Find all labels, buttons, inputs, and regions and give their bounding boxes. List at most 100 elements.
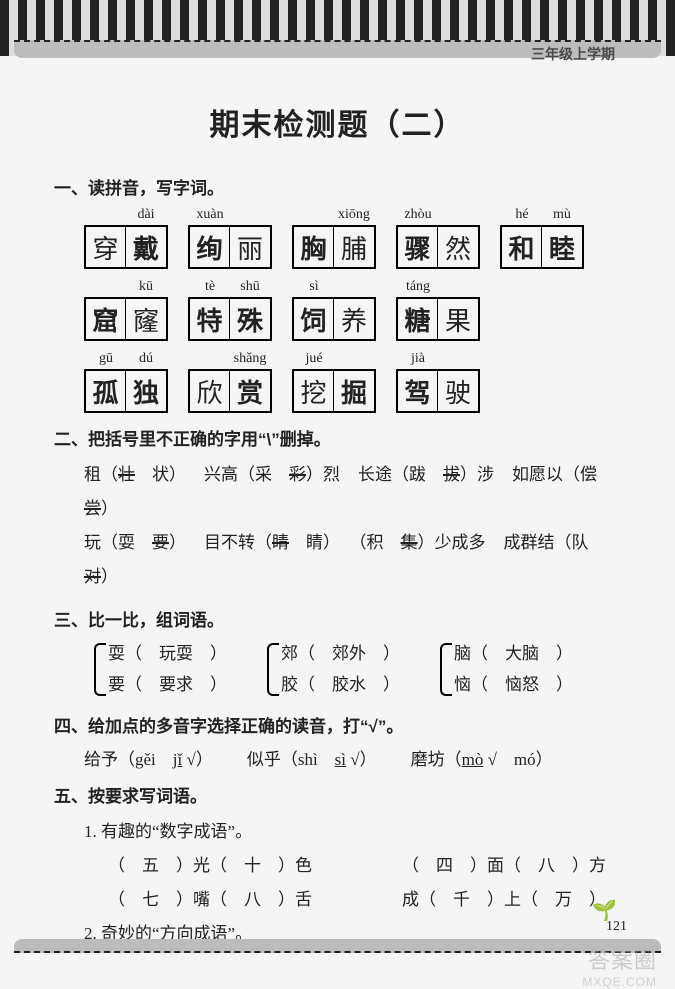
char-boxes: 胸脯 — [292, 225, 376, 269]
strike-item: 长途（跋 拔）涉 — [358, 465, 494, 484]
char-cell: 驾 — [398, 371, 438, 411]
char-cell: 戴 — [126, 227, 166, 267]
word-group: xiōng胸脯 — [292, 207, 376, 269]
polyphone-item: 似乎（shì sì √） — [247, 750, 377, 769]
char-cell: 绚 — [190, 227, 230, 267]
char-cell: 独 — [126, 371, 166, 411]
pinyin-label: tèshū — [190, 279, 270, 297]
word-group: gūdú孤独 — [84, 351, 168, 413]
char-cell: 丽 — [230, 227, 270, 267]
char-cell: 掘 — [334, 371, 374, 411]
char-boxes: 窟窿 — [84, 297, 168, 341]
word-group: shǎng 欣赏 — [188, 351, 272, 413]
word-group: xuàn绚丽 — [188, 207, 272, 269]
pinyin-label: shǎng — [190, 351, 270, 369]
char-cell: 赏 — [230, 371, 270, 411]
word-pair: 耍（ 玩耍 ）要（ 要求 ） — [94, 639, 227, 700]
char-row: kū窟窿tèshū特殊sì饲养táng糖果 — [84, 279, 621, 341]
char-cell: 养 — [334, 299, 374, 339]
char-cell: 和 — [502, 227, 542, 267]
section-5-body: 1. 有趣的“数字成语”。 （ 五 ）光（ 十 ）色（ 四 ）面（ 八 ）方（ … — [84, 815, 621, 951]
char-boxes: 挖掘 — [292, 369, 376, 413]
page-number: 121 — [606, 919, 627, 935]
pinyin-label: zhòu — [398, 207, 478, 225]
pinyin-label: sì — [294, 279, 374, 297]
idiom-item: （ 七 ）嘴（ 八 ）舌 — [108, 883, 312, 917]
strike-item: 租（壮 状） — [84, 465, 186, 484]
char-cell: 特 — [190, 299, 230, 339]
char-boxes: 穿戴 — [84, 225, 168, 269]
pinyin-label: xiōng — [294, 207, 374, 225]
watermark-url: MXQE.COM — [582, 975, 657, 989]
word-pair: 郊（ 郊外 ）胶（ 胶水 ） — [267, 639, 400, 700]
strike-item: 目不转（睛 睛） — [204, 533, 340, 552]
char-boxes: 饲养 — [292, 297, 376, 341]
char-boxes: 糖果 — [396, 297, 480, 341]
char-boxes: 骤然 — [396, 225, 480, 269]
char-cell: 胸 — [294, 227, 334, 267]
char-cell: 穿 — [86, 227, 126, 267]
q5-1-label: 1. 有趣的“数字成语”。 — [84, 815, 621, 849]
char-cell: 骤 — [398, 227, 438, 267]
pinyin-label: hémù — [502, 207, 582, 225]
char-cell: 欣 — [190, 371, 230, 411]
word-group: jià驾驶 — [396, 351, 480, 413]
strike-item: 兴高（采 彩）烈 — [204, 465, 340, 484]
word-group: zhòu骤然 — [396, 207, 480, 269]
char-boxes: 驾驶 — [396, 369, 480, 413]
word-group: sì饲养 — [292, 279, 376, 341]
section-4-heading: 四、给加点的多音字选择正确的读音，打“√”。 — [54, 712, 621, 737]
pinyin-label: xuàn — [190, 207, 270, 225]
q5-1-items: （ 五 ）光（ 十 ）色（ 四 ）面（ 八 ）方（ 七 ）嘴（ 八 ）舌成（ 千… — [84, 849, 621, 917]
word-group: kū窟窿 — [84, 279, 168, 341]
watermark-text: 答案圈 — [588, 943, 657, 975]
bottom-decorative-border — [14, 939, 661, 953]
section-1-body: dài穿戴xuàn绚丽xiōng胸脯zhòu骤然hémù和睦kū窟窿tèshū特… — [54, 207, 621, 413]
word-pair: 脑（ 大脑 ）恼（ 恼怒 ） — [440, 639, 573, 700]
page-content: 期末检测题（二） 一、读拼音，写字词。 dài穿戴xuàn绚丽xiōng胸脯zh… — [0, 56, 675, 951]
section-3-body: 耍（ 玩耍 ）要（ 要求 ） 郊（ 郊外 ）胶（ 胶水 ） 脑（ 大脑 ）恼（ 恼怒… — [94, 639, 621, 700]
char-boxes: 绚丽 — [188, 225, 272, 269]
char-cell: 果 — [438, 299, 478, 339]
pinyin-label: dài — [86, 207, 166, 225]
char-row: gūdú孤独shǎng欣赏jué挖掘jià驾驶 — [84, 351, 621, 413]
word-group: dài穿戴 — [84, 207, 168, 269]
pinyin-label: jué — [294, 351, 374, 369]
char-cell: 然 — [438, 227, 478, 267]
char-row: dài穿戴xuàn绚丽xiōng胸脯zhòu骤然hémù和睦 — [84, 207, 621, 269]
word-group: hémù和睦 — [500, 207, 584, 269]
section-1-heading: 一、读拼音，写字词。 — [54, 174, 621, 199]
char-cell: 孤 — [86, 371, 126, 411]
word-group: tèshū特殊 — [188, 279, 272, 341]
char-boxes: 孤独 — [84, 369, 168, 413]
polyphone-item: 磨坊（mò √ mó） — [411, 750, 553, 769]
char-boxes: 特殊 — [188, 297, 272, 341]
char-cell: 脯 — [334, 227, 374, 267]
polyphone-item: 给予（gěi jǐ √） — [84, 750, 213, 769]
idiom-row: （ 五 ）光（ 十 ）色（ 四 ）面（ 八 ）方 — [108, 849, 621, 883]
strike-item: （积 集）少成多 — [358, 533, 486, 552]
section-2-body: 租（壮 状）兴高（采 彩）烈长途（跋 拔）涉如愿以（偿 尝）玩（耍 要）目不转（… — [84, 458, 621, 594]
section-2-heading: 二、把括号里不正确的字用“\”删掉。 — [54, 425, 621, 450]
pinyin-label: kū — [86, 279, 166, 297]
char-cell: 窿 — [126, 299, 166, 339]
header-grade-label: 三年级上学期 — [531, 44, 615, 64]
char-cell: 殊 — [230, 299, 270, 339]
char-cell: 窟 — [86, 299, 126, 339]
section-4-body: 给予（gěi jǐ √） 似乎（shì sì √） 磨坊（mò √ mó） — [84, 745, 621, 770]
char-cell: 睦 — [542, 227, 582, 267]
strike-line: 玩（耍 要）目不转（睛 睛）（积 集）少成多成群结（队 对） — [84, 526, 621, 594]
char-cell: 驶 — [438, 371, 478, 411]
section-3-heading: 三、比一比，组词语。 — [54, 606, 621, 631]
pinyin-label: táng — [398, 279, 478, 297]
char-cell: 挖 — [294, 371, 334, 411]
polyphone-line: 给予（gěi jǐ √） 似乎（shì sì √） 磨坊（mò √ mó） — [84, 745, 621, 770]
top-decorative-border: 三年级上学期 — [0, 0, 675, 56]
pinyin-label: jià — [398, 351, 478, 369]
section-5-heading: 五、按要求写词语。 — [54, 782, 621, 807]
pinyin-label: gūdú — [86, 351, 166, 369]
strike-line: 租（壮 状）兴高（采 彩）烈长途（跋 拔）涉如愿以（偿 尝） — [84, 458, 621, 526]
idiom-row: （ 七 ）嘴（ 八 ）舌成（ 千 ）上（ 万 ） — [108, 883, 621, 917]
char-boxes: 和睦 — [500, 225, 584, 269]
idiom-item: （ 五 ）光（ 十 ）色 — [108, 849, 312, 883]
